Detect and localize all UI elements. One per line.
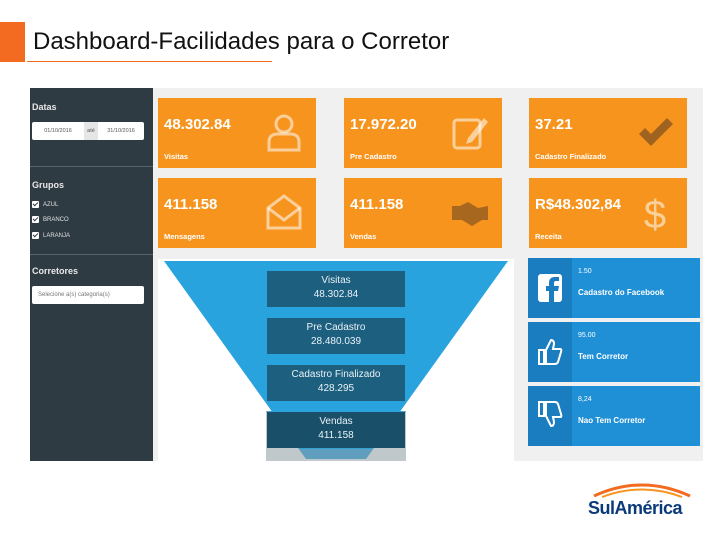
grupos-heading: Grupos xyxy=(32,180,65,190)
group-checkbox-branco[interactable]: BRANCO xyxy=(32,216,69,223)
kpi-value: 37.21 xyxy=(535,116,573,133)
check-icon xyxy=(639,118,673,146)
stat-label: Nao Tem Corretor xyxy=(578,416,646,425)
sidebar-divider xyxy=(30,254,153,255)
datas-heading: Datas xyxy=(32,102,57,112)
checkbox-checked-icon[interactable] xyxy=(32,232,39,239)
sulamerica-logo: SulAmérica xyxy=(584,478,696,520)
handshake-icon xyxy=(452,202,488,226)
stat-value: 1.50 xyxy=(578,268,592,275)
kpi-label: Receita xyxy=(535,232,562,241)
kpi-label: Pre Cadastro xyxy=(350,152,397,161)
funnel-stage-value: 28.480.039 xyxy=(310,336,362,347)
funnel-stage-label: Vendas xyxy=(319,416,353,427)
date-from-input[interactable]: 01/10/2016 xyxy=(44,128,72,134)
stat-value: 95.00 xyxy=(578,332,596,339)
dashboard-screenshot: Datas 01/10/2016 até 31/10/2016 Grupos A… xyxy=(30,88,703,461)
kpi-card-pre-cadastro: 17.972.20 Pre Cadastro xyxy=(344,98,502,168)
funnel-stage-cadastro-finalizado: Cadastro Finalizado 428.295 xyxy=(267,365,405,401)
slide-title: Dashboard-Facilidades para o Corretor xyxy=(33,28,450,55)
group-label: LARANJA xyxy=(43,232,71,239)
thumbs-up-icon xyxy=(538,338,563,365)
thumbs-down-icon xyxy=(538,401,563,428)
funnel-chart: Visitas 48.302.84 Pre Cadastro 28.480.03… xyxy=(158,259,514,461)
kpi-value: 48.302.84 xyxy=(164,116,231,133)
funnel-stage-visitas: Visitas 48.302.84 xyxy=(267,271,405,307)
kpi-value: 17.972.20 xyxy=(350,116,417,133)
group-label: BRANCO xyxy=(43,216,69,223)
checkbox-checked-icon[interactable] xyxy=(32,201,39,208)
date-range-picker[interactable]: 01/10/2016 até 31/10/2016 xyxy=(32,122,144,140)
kpi-card-receita: R$48.302,84 Receita $ xyxy=(529,178,687,248)
corretores-heading: Corretores xyxy=(32,266,79,276)
kpi-card-visitas: 48.302.84 Visitas xyxy=(158,98,316,168)
user-icon xyxy=(267,114,301,152)
funnel-stage-label: Visitas xyxy=(321,275,351,286)
group-checkbox-laranja[interactable]: LARANJA xyxy=(32,232,70,239)
funnel-stage-value: 428.295 xyxy=(317,383,355,394)
kpi-label: Cadastro Finalizado xyxy=(535,152,607,161)
kpi-value: 411.158 xyxy=(164,196,218,213)
funnel-stage-vendas: Vendas 411.158 xyxy=(267,412,405,448)
group-label: AZUL xyxy=(43,201,59,208)
title-underline xyxy=(27,61,272,62)
funnel-stage-label: Pre Cadastro xyxy=(306,322,366,333)
stat-label: Cadastro do Facebook xyxy=(578,288,665,297)
corretores-select[interactable]: Selecione a(s) categoria(s) xyxy=(32,286,144,304)
kpi-card-vendas: 411.158 Vendas xyxy=(344,178,502,248)
title-accent-bar xyxy=(0,22,25,62)
checkbox-checked-icon[interactable] xyxy=(32,216,39,223)
svg-text:$: $ xyxy=(644,193,666,232)
kpi-label: Visitas xyxy=(164,152,189,161)
logo-arc-icon xyxy=(593,483,691,498)
funnel-stage-label: Cadastro Finalizado xyxy=(291,369,381,380)
date-separator: até xyxy=(84,122,98,140)
stat-icon-panel xyxy=(528,322,572,382)
stat-label: Tem Corretor xyxy=(578,352,629,361)
stat-cadastro-facebook: 1.50 Cadastro do Facebook xyxy=(528,258,700,318)
kpi-label: Mensagens xyxy=(164,232,205,241)
funnel-stage-value: 411.158 xyxy=(318,430,354,441)
funnel-stage-value: 48.302.84 xyxy=(313,289,359,300)
facebook-icon xyxy=(538,274,562,302)
date-to-input[interactable]: 31/10/2016 xyxy=(107,128,135,134)
sidebar-divider xyxy=(30,166,153,167)
stat-tem-corretor: 95.00 Tem Corretor xyxy=(528,322,700,382)
funnel-stage-pre-cadastro: Pre Cadastro 28.480.039 xyxy=(267,318,405,354)
sidebar: Datas 01/10/2016 até 31/10/2016 Grupos A… xyxy=(30,88,153,461)
kpi-label: Vendas xyxy=(350,232,377,241)
kpi-value: 411.158 xyxy=(350,196,404,213)
kpi-card-cadastro-finalizado: 37.21 Cadastro Finalizado xyxy=(529,98,687,168)
kpi-value: R$48.302,84 xyxy=(535,196,621,213)
dollar-icon: $ xyxy=(644,193,666,232)
stat-nao-tem-corretor: 8,24 Nao Tem Corretor xyxy=(528,386,700,446)
envelope-icon xyxy=(266,194,302,230)
group-checkbox-azul[interactable]: AZUL xyxy=(32,201,58,208)
stat-value: 8,24 xyxy=(578,396,592,403)
kpi-card-mensagens: 411.158 Mensagens xyxy=(158,178,316,248)
edit-icon xyxy=(452,118,488,150)
logo-text: SulAmérica xyxy=(588,498,683,518)
stat-icon-panel xyxy=(528,386,572,446)
